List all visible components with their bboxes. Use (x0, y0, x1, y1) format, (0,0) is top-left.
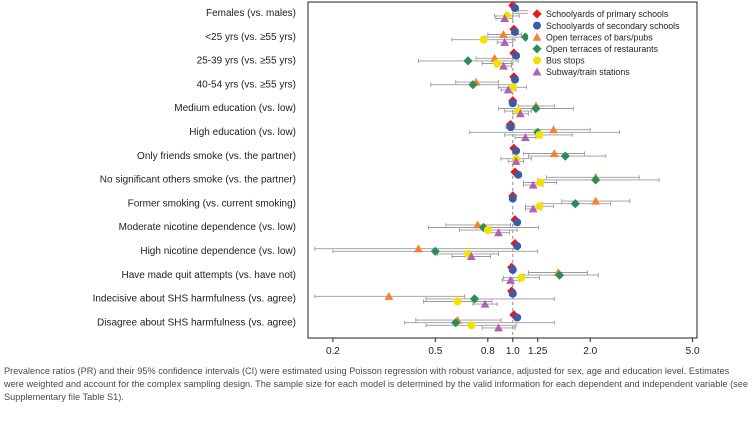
data-point (508, 99, 517, 108)
data-point (510, 4, 519, 13)
data-point (480, 299, 490, 308)
data-point (510, 167, 520, 177)
data-point (508, 265, 517, 274)
x-tick-label: 0.5 (428, 346, 442, 357)
data-point (554, 270, 565, 280)
data-point (503, 85, 513, 94)
data-point (509, 310, 519, 320)
forest-plot: 0.20.50.81.01.252.05.0PR (95% CI)Females… (93, 0, 700, 357)
category-label: High education (vs. low) (189, 127, 296, 138)
data-point (512, 146, 521, 155)
legend: Schoolyards of primary schools Schoolyard… (528, 7, 695, 87)
data-point (535, 130, 544, 139)
x-tick-label: 0.2 (326, 346, 340, 357)
data-point (560, 151, 570, 161)
legend-marker (533, 56, 541, 65)
data-point (570, 199, 580, 209)
x-tick-label: 1.25 (528, 346, 548, 357)
category-label: No significant others smoke (vs. the par… (100, 175, 296, 186)
legend-marker (532, 67, 542, 76)
data-point (513, 313, 522, 322)
data-point (463, 56, 473, 66)
category-label: High nicotine dependence (vs. low) (140, 246, 296, 257)
category-label: <25 yrs (vs. ≥55 yrs) (205, 32, 296, 43)
data-point (528, 180, 538, 189)
data-point (494, 228, 503, 237)
data-point (591, 196, 601, 205)
data-point (414, 244, 423, 253)
data-point (514, 170, 523, 179)
data-point (520, 32, 531, 42)
x-tick-label: 0.8 (481, 346, 495, 357)
category-label: Have made quit attempts (vs. have not) (121, 270, 296, 281)
category-label: 25-39 yrs (vs. ≥55 yrs) (197, 56, 296, 67)
data-point (508, 83, 517, 92)
data-point (513, 242, 522, 251)
plot-frame (307, 1, 698, 339)
data-point (451, 318, 461, 328)
category-label: Only friends smoke (vs. the partner) (137, 151, 296, 162)
data-point (536, 178, 545, 187)
category-label: Former smoking (vs. current smoking) (128, 198, 296, 209)
data-point (512, 51, 521, 60)
data-point (469, 294, 480, 304)
legend-entry: Bus stops (546, 56, 585, 66)
category-label: Females (vs. males) (206, 8, 296, 19)
data-point (467, 321, 476, 330)
category-label: Disagree about SHS harmfulness (vs. agre… (97, 317, 296, 328)
data-point (499, 30, 508, 39)
data-point (493, 59, 502, 68)
data-point (506, 123, 515, 132)
legend-entry: Subway/train stations (546, 67, 630, 77)
category-label: Moderate nicotine dependence (vs. low) (119, 222, 296, 233)
data-point (478, 222, 489, 233)
legend-entry: Schoolyards of primary schools (546, 9, 669, 19)
data-point (511, 156, 521, 165)
legend-entry: Open terraces of restaurants (546, 44, 659, 54)
figure-caption: Prevalence ratios (PR) and their 95% con… (4, 366, 748, 402)
legend-marker (532, 9, 542, 19)
x-tick-label: 1.0 (506, 346, 520, 357)
data-point (517, 273, 526, 282)
data-point (499, 61, 508, 70)
data-point (510, 75, 519, 84)
data-point (479, 35, 488, 44)
data-point (549, 149, 559, 158)
data-point (384, 291, 394, 300)
data-point (500, 37, 510, 46)
legend-marker (532, 32, 542, 41)
data-point (508, 194, 517, 203)
legend-marker (533, 21, 541, 30)
data-point (513, 218, 522, 227)
legend-background (528, 7, 695, 87)
data-point (453, 297, 462, 306)
data-point (549, 125, 558, 134)
data-point (466, 252, 476, 261)
data-point (508, 289, 517, 298)
category-label: Indecisive about SHS harmfulness (vs. ag… (93, 294, 296, 305)
data-point (535, 202, 544, 211)
data-point (515, 109, 525, 118)
data-point (591, 175, 601, 185)
data-point (528, 204, 538, 213)
category-label: 40-54 yrs (vs. ≥55 yrs) (197, 79, 296, 90)
data-point (494, 323, 503, 332)
data-point (521, 133, 530, 142)
category-label: Medium education (vs. low) (174, 103, 296, 114)
data-point (483, 226, 492, 235)
legend-entry: Schoolyards of secondary schools (546, 21, 680, 31)
data-point (506, 275, 515, 284)
data-point (500, 14, 510, 23)
x-tick-label: 5.0 (686, 346, 700, 357)
legend-entry: Open terraces of bars/pubs (546, 32, 653, 42)
data-point (468, 80, 478, 90)
data-point (473, 220, 483, 229)
x-tick-label: 2.0 (583, 346, 597, 357)
data-point (430, 246, 440, 256)
data-point (510, 27, 519, 36)
legend-marker (532, 44, 542, 54)
data-point (531, 103, 541, 114)
